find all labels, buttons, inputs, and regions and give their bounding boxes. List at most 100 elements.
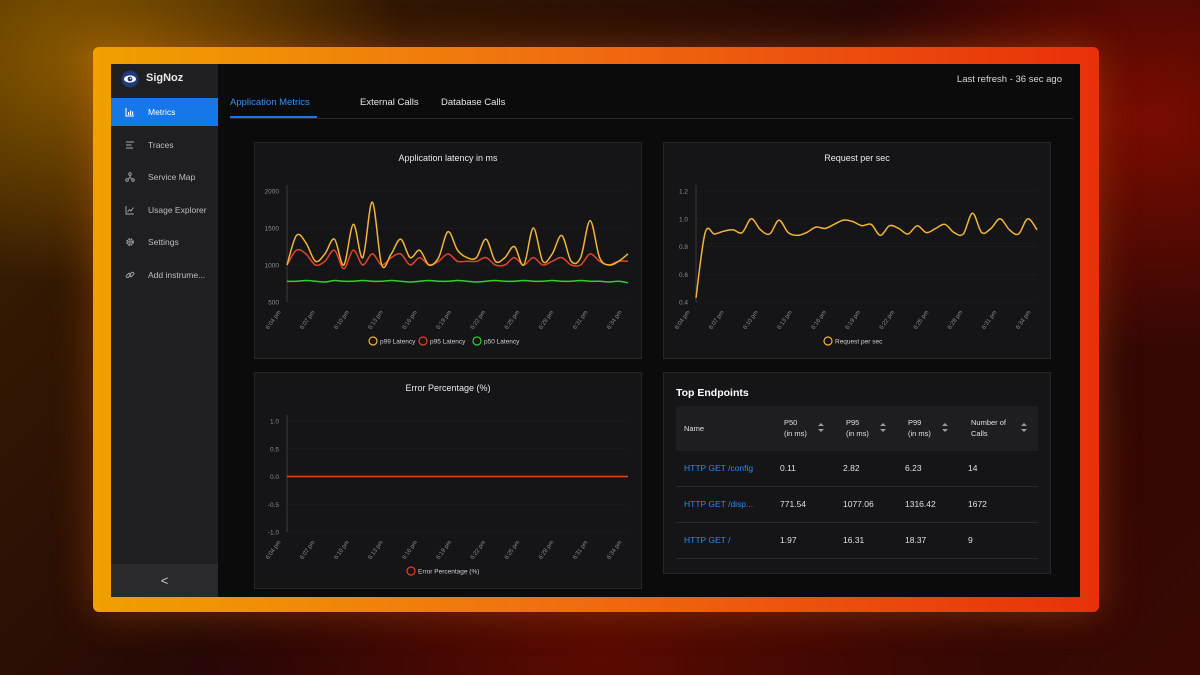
header-line: P99 (908, 418, 922, 427)
column-header-p95[interactable]: P95 (in ms) (846, 417, 869, 439)
calls-value: 14 (968, 463, 978, 473)
column-header-calls[interactable]: Number of Calls (971, 417, 1006, 439)
chart-title: Application latency in ms (398, 153, 498, 163)
x-tick-label: 6:34 pm (606, 310, 623, 331)
p50-value: 1.97 (780, 535, 797, 545)
column-header-p99[interactable]: P99 (in ms) (908, 417, 931, 439)
x-tick-label: 6:22 pm (470, 310, 487, 331)
series-line (695, 212, 1038, 298)
eye-logo-icon (121, 70, 139, 88)
y-tick-label: 500 (268, 300, 279, 307)
calls-value: 9 (968, 535, 973, 545)
y-tick-label: 1.2 (679, 189, 688, 196)
sidebar-item-settings[interactable]: Settings (111, 228, 218, 256)
x-tick-label: 6:34 pm (606, 540, 623, 561)
tab-external-calls[interactable]: External Calls (360, 97, 419, 108)
collapse-sidebar-button[interactable]: < (111, 564, 218, 597)
y-tick-label: 1.0 (270, 419, 279, 426)
sidebar-item-traces[interactable]: Traces (111, 131, 218, 159)
sidebar-item-label: Traces (148, 140, 174, 150)
legend-marker (406, 566, 416, 576)
sort-icon[interactable] (1021, 423, 1027, 433)
legend-label: Request per sec (835, 338, 883, 345)
x-tick-label: 6:04 pm (265, 310, 282, 331)
y-tick-label: 0.5 (270, 446, 279, 453)
y-tick-label: 0.8 (679, 244, 688, 251)
legend-label: Error Percentage (%) (418, 568, 479, 575)
x-tick-label: 6:31 pm (572, 310, 589, 331)
last-refresh-text: Last refresh - 36 sec ago (956, 74, 1062, 85)
logo[interactable]: SigNoz (111, 64, 218, 94)
table-row: HTTP GET / 1.97 16.31 18.37 9 (676, 523, 1038, 559)
legend-marker (368, 336, 378, 346)
endpoint-link[interactable]: HTTP GET /config (684, 463, 754, 473)
x-tick-label: 6:16 pm (811, 310, 828, 331)
x-tick-label: 6:19 pm (436, 540, 453, 561)
sort-icon[interactable] (818, 423, 824, 433)
legend-label: p50 Latency (484, 338, 520, 345)
p95-value: 1077.06 (843, 499, 874, 509)
line-chart-icon (125, 206, 134, 215)
y-tick-label: 2000 (265, 189, 280, 196)
tab-application-metrics[interactable]: Application Metrics (230, 97, 310, 108)
network-icon (125, 172, 135, 182)
sort-icon[interactable] (880, 423, 886, 433)
legend-label: p95 Latency (430, 338, 466, 345)
p99-value: 18.37 (905, 535, 927, 545)
x-tick-label: 6:28 pm (947, 310, 964, 331)
sidebar: SigNoz Metrics Traces (111, 64, 218, 597)
sidebar-item-usage-explorer[interactable]: Usage Explorer (111, 196, 218, 224)
sidebar-item-add-instrumentation[interactable]: Add instrume... (111, 261, 218, 289)
x-tick-label: 6:04 pm (265, 540, 282, 561)
x-tick-label: 6:34 pm (1015, 310, 1032, 331)
column-header-p50[interactable]: P50 (in ms) (784, 417, 807, 439)
x-tick-label: 6:31 pm (572, 540, 589, 561)
x-tick-label: 6:16 pm (402, 310, 419, 331)
x-tick-label: 6:31 pm (981, 310, 998, 331)
legend-label: p99 Latency (380, 338, 416, 345)
header-line: P50 (784, 418, 798, 427)
y-tick-label: 1500 (265, 226, 280, 233)
x-tick-label: 6:13 pm (368, 310, 385, 331)
x-tick-label: 6:28 pm (538, 310, 555, 331)
endpoint-link[interactable]: HTTP GET / (684, 535, 731, 545)
tab-divider (230, 118, 1073, 119)
x-tick-label: 6:13 pm (777, 310, 794, 331)
app-name: SigNoz (146, 72, 184, 84)
sidebar-item-service-map[interactable]: Service Map (111, 163, 218, 191)
latency-chart-panel: Application latency in ms 500 1000 1500 200… (254, 142, 642, 359)
sidebar-item-label: Metrics (148, 107, 176, 117)
y-tick-label: 0.0 (270, 474, 279, 481)
table-row: HTTP GET /disp... 771.54 1077.06 1316.42… (676, 487, 1038, 523)
series-line (286, 248, 629, 270)
legend-marker (823, 336, 833, 346)
x-tick-label: 6:07 pm (299, 310, 316, 331)
sidebar-item-metrics[interactable]: Metrics (111, 98, 218, 126)
tab-database-calls[interactable]: Database Calls (441, 97, 506, 108)
series-line (286, 279, 629, 284)
sort-icon[interactable] (942, 423, 948, 433)
sidebar-item-label: Service Map (148, 172, 196, 182)
p95-value: 16.31 (843, 535, 865, 545)
top-endpoints-title: Top Endpoints (676, 387, 749, 399)
active-tab-indicator (230, 116, 317, 118)
sidebar-item-label: Usage Explorer (148, 205, 207, 215)
x-tick-label: 6:19 pm (845, 310, 862, 331)
table-header: Name P50 (in ms) P95 (in ms) P99 (in ms) (676, 406, 1038, 451)
x-tick-label: 6:19 pm (436, 310, 453, 331)
table-row: HTTP GET /config 0.11 2.82 6.23 14 (676, 451, 1038, 487)
bar-chart-icon (125, 108, 134, 117)
header-line: (in ms) (846, 429, 869, 438)
latency-chart: 500 1000 1500 2000 6:04 pm 6:07 pm 6:10 pm 6:13… (265, 185, 629, 346)
column-header-name[interactable]: Name (684, 424, 705, 433)
x-tick-label: 6:07 pm (299, 540, 316, 561)
x-tick-label: 6:10 pm (333, 540, 350, 561)
x-tick-label: 6:13 pm (368, 540, 385, 561)
legend-marker (418, 336, 428, 346)
y-tick-label: 0.4 (679, 300, 688, 307)
p50-value: 0.11 (780, 463, 796, 473)
link-icon (125, 271, 135, 279)
series-line (286, 201, 629, 269)
endpoint-link[interactable]: HTTP GET /disp... (684, 499, 754, 509)
list-icon (126, 141, 134, 149)
